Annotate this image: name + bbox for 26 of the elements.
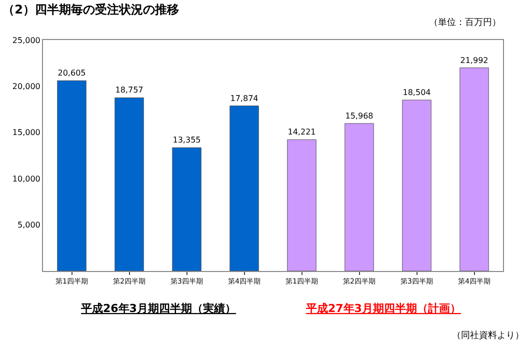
bar [172,147,202,271]
y-tick-label: 25,000 [12,36,40,45]
text: 平成26年3月期四半期（実績） [80,302,236,315]
text: （同社資料より） [452,330,524,341]
chart-title: （2）四半期毎の受注状況の推移 [2,2,180,17]
y-tick-label: 5,000 [17,220,40,230]
data-label: 21,992 [460,56,488,65]
data-label: 20,605 [58,68,86,78]
bar [57,80,86,271]
data-label: 14,221 [288,128,316,137]
data-label: 18,757 [115,86,144,95]
y-tick-label: 20,000 [12,82,40,91]
y-tick-label: 15,000 [12,128,40,138]
data-label: 17,874 [230,94,258,103]
bar [344,123,374,271]
data-label: 13,355 [172,136,201,145]
bar [230,106,259,271]
data-label: 18,504 [402,88,431,98]
text: （単位：百万円） [429,17,501,28]
text: 平成27年3月期四半期（計画） [305,302,461,315]
data-label: 15,968 [345,111,374,120]
bar [460,68,489,271]
y-tick-label: 10,000 [12,174,40,184]
bar [114,97,144,271]
bar [287,139,316,271]
bar [402,100,432,271]
